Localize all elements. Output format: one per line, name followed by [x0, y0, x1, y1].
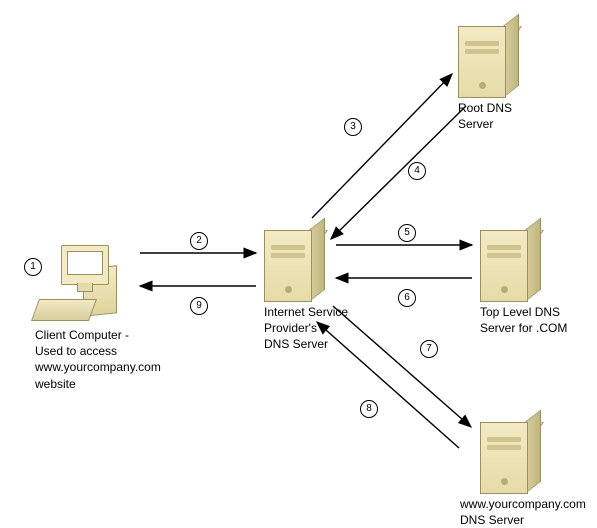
- server-icon: [480, 414, 535, 492]
- step-4-marker: 4: [408, 162, 426, 180]
- computer-icon: [35, 245, 125, 323]
- step-6-marker: 6: [398, 289, 416, 307]
- step-5-marker: 5: [398, 224, 416, 242]
- edge-e3: [312, 74, 452, 218]
- isp-dns-label: Internet Service Provider's DNS Server: [264, 304, 348, 353]
- root-dns-label: Root DNS Server: [458, 100, 513, 132]
- edge-e7: [333, 306, 471, 427]
- server-icon: [264, 222, 319, 300]
- step-7-marker: 7: [420, 340, 438, 358]
- auth-dns-node: www.yourcompany.com DNS Server: [480, 414, 586, 528]
- step-3-marker: 3: [344, 118, 362, 136]
- step-9-marker: 9: [190, 297, 208, 315]
- server-icon: [480, 222, 535, 300]
- step-2-marker: 2: [190, 232, 208, 250]
- dns-resolution-diagram: { "type": "network", "background_color":…: [0, 0, 597, 522]
- auth-dns-label: www.yourcompany.com DNS Server: [460, 496, 586, 528]
- root-dns-node: Root DNS Server: [458, 18, 513, 132]
- tld-dns-node: Top Level DNS Server for .COM: [480, 222, 567, 336]
- step-8-marker: 8: [360, 400, 378, 418]
- step-1-marker: 1: [24, 258, 42, 276]
- isp-dns-node: Internet Service Provider's DNS Server: [264, 222, 348, 353]
- server-icon: [458, 18, 513, 96]
- client-label: Client Computer - Used to access www.you…: [35, 327, 161, 392]
- client-computer-node: Client Computer - Used to access www.you…: [35, 245, 161, 392]
- tld-dns-label: Top Level DNS Server for .COM: [480, 304, 567, 336]
